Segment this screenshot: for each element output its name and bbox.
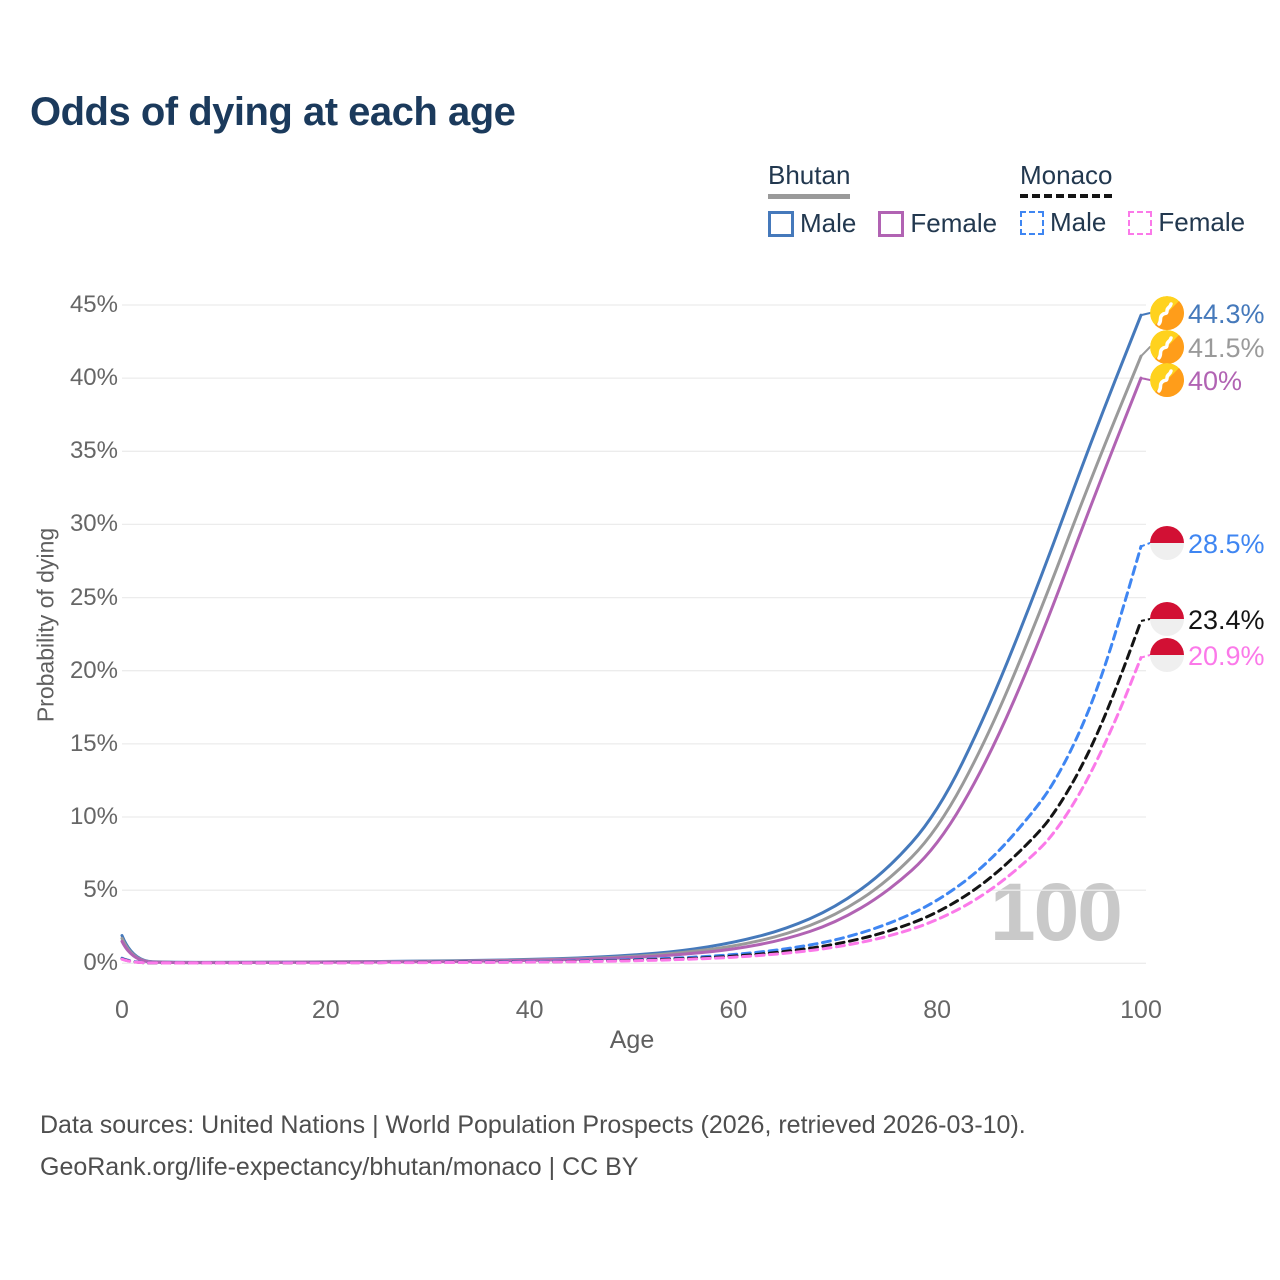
- y-tick-label-15: 15%: [69, 729, 118, 757]
- end-value-label-bhutan-total: 41.5%: [1188, 333, 1265, 363]
- x-tick-label-80: 80: [923, 996, 952, 1024]
- legend-label: Male: [800, 208, 857, 238]
- end-value-label-monaco-male: 28.5%: [1188, 529, 1265, 559]
- y-tick-label-40: 40%: [69, 364, 118, 392]
- y-tick-label-45: 45%: [69, 291, 118, 318]
- series-line-monaco-total[interactable]: [120, 619, 1143, 965]
- legend-swatch-bhutan-male: [768, 210, 794, 237]
- legend-line-swatch-bhutan-total: [768, 194, 850, 199]
- x-tick-label-60: 60: [719, 996, 748, 1024]
- series-line-bhutan-total[interactable]: [120, 354, 1143, 965]
- bhutan-flag-icon: [1150, 330, 1184, 364]
- series-line-monaco-female[interactable]: [120, 656, 1143, 965]
- x-tick-label-100: 100: [1120, 996, 1162, 1024]
- x-tick-label-40: 40: [515, 996, 544, 1024]
- legend-swatch-bhutan-female: [878, 210, 905, 237]
- legend-item-monaco-male[interactable]: Male: [1020, 207, 1106, 238]
- legend-item-bhutan-male[interactable]: Male: [768, 208, 856, 239]
- y-tick-label-10: 10%: [69, 803, 118, 830]
- x-axis-title: Age: [609, 1026, 655, 1054]
- page-title: Odds of dying at each age: [30, 90, 516, 134]
- end-value-label-monaco-female: 20.9%: [1188, 641, 1265, 671]
- age-watermark: 100: [990, 867, 1123, 958]
- legend-group-bhutan: Bhutan Male Female: [768, 160, 997, 239]
- monaco-flag-icon: [1150, 602, 1184, 636]
- end-value-label-bhutan-female: 40%: [1188, 366, 1242, 396]
- legend-swatch-monaco-male: [1020, 210, 1044, 235]
- y-tick-label-25: 25%: [69, 583, 118, 611]
- end-value-label-monaco-total: 23.4%: [1188, 605, 1265, 635]
- footer-sources: Data sources: United Nations | World Pop…: [40, 1111, 1026, 1139]
- y-tick-label-30: 30%: [69, 510, 118, 538]
- y-tick-label-35: 35%: [69, 437, 118, 465]
- footer-attribution: GeoRank.org/life-expectancy/bhutan/monac…: [40, 1153, 639, 1181]
- monaco-flag-icon: [1150, 638, 1184, 672]
- x-tick-label-0: 0: [115, 996, 129, 1024]
- series-line-bhutan-male[interactable]: [120, 313, 1143, 964]
- legend-item-bhutan-female[interactable]: Female: [878, 208, 997, 239]
- legend-item-monaco-female[interactable]: Female: [1128, 207, 1245, 238]
- legend-label: Female: [1158, 207, 1246, 237]
- legend-swatch-monaco-female: [1128, 210, 1153, 235]
- end-value-label-bhutan-male: 44.3%: [1188, 299, 1265, 329]
- legend-header-bhutan[interactable]: Bhutan: [768, 160, 851, 190]
- legend-group-monaco: Monaco Male Female: [1020, 160, 1245, 238]
- legend-label: Male: [1050, 207, 1107, 237]
- y-tick-label-5: 5%: [83, 876, 118, 904]
- monaco-flag-icon: [1150, 526, 1184, 560]
- legend-header-monaco[interactable]: Monaco: [1020, 160, 1113, 190]
- bhutan-flag-icon: [1150, 296, 1184, 330]
- bhutan-flag-icon: [1150, 363, 1184, 397]
- x-tick-label-20: 20: [311, 996, 340, 1024]
- y-tick-label-0: 0%: [83, 949, 118, 977]
- y-tick-label-20: 20%: [69, 656, 118, 684]
- legend-label: Female: [910, 208, 998, 238]
- y-axis-ticks: 0% 5% 10% 15% 20% 25% 30% 35% 40% 45%: [0, 0, 118, 1280]
- legend-line-swatch-monaco-total: [1020, 194, 1112, 198]
- footer: Data sources: United Nations | World Pop…: [40, 1104, 1026, 1188]
